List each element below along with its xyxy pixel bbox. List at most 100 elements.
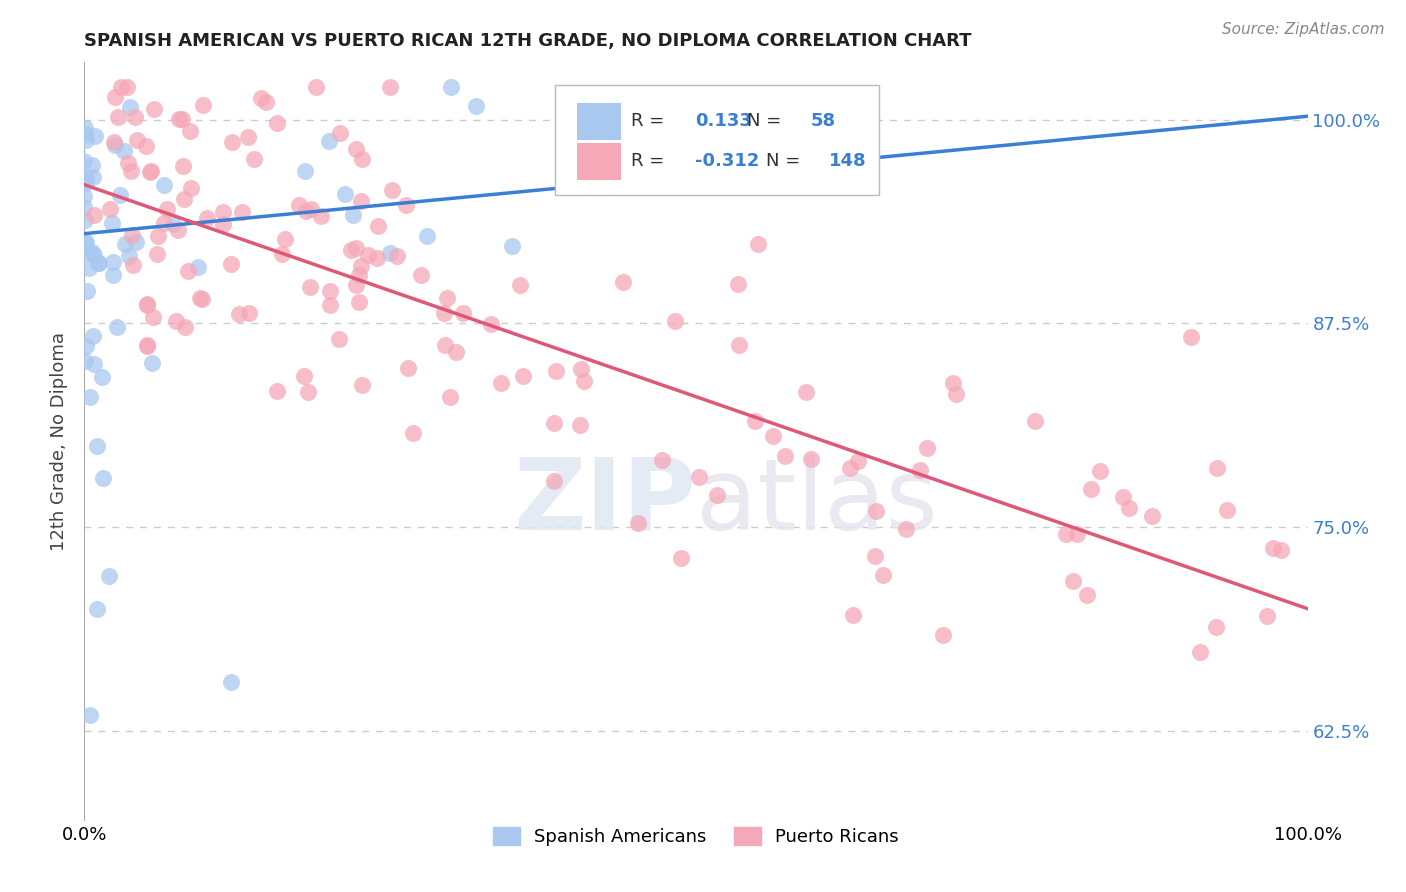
Point — [79, 707, 101, 722]
Point — [688, 469, 710, 483]
Point — [118, 249, 141, 263]
Point — [174, 319, 197, 334]
Point — [350, 260, 373, 274]
Point — [114, 236, 136, 251]
Point — [800, 452, 823, 467]
Text: ZIP: ZIP — [513, 454, 696, 550]
Point — [318, 134, 340, 148]
Point — [236, 130, 259, 145]
Point — [329, 126, 352, 140]
Point — [87, 256, 110, 270]
Point — [83, 357, 105, 371]
Point — [568, 418, 591, 433]
Point — [75, 235, 97, 249]
Point — [79, 390, 101, 404]
Point — [352, 378, 374, 392]
Text: Source: ZipAtlas.com: Source: ZipAtlas.com — [1222, 22, 1385, 37]
Text: 0.133: 0.133 — [695, 112, 752, 130]
Point — [479, 318, 502, 332]
Point — [350, 194, 373, 209]
Point — [112, 144, 135, 158]
Point — [86, 439, 108, 453]
Point — [1066, 527, 1088, 541]
Point — [142, 310, 165, 324]
Point — [73, 235, 96, 250]
FancyBboxPatch shape — [555, 85, 880, 195]
Point — [76, 285, 98, 299]
Point — [211, 205, 233, 219]
Point — [1054, 527, 1077, 541]
Point — [915, 441, 938, 455]
Point — [121, 228, 143, 243]
Point — [865, 504, 887, 518]
Point — [110, 79, 132, 94]
Point — [120, 163, 142, 178]
Point — [274, 232, 297, 246]
Y-axis label: 12th Grade, No Diploma: 12th Grade, No Diploma — [51, 332, 69, 551]
Point — [669, 550, 692, 565]
Point — [333, 186, 356, 201]
Point — [89, 256, 111, 270]
Point — [73, 354, 96, 368]
Point — [1189, 645, 1212, 659]
Point — [83, 248, 105, 262]
Point — [231, 205, 253, 219]
Text: SPANISH AMERICAN VS PUERTO RICAN 12TH GRADE, NO DIPLOMA CORRELATION CHART: SPANISH AMERICAN VS PUERTO RICAN 12TH GR… — [84, 32, 972, 50]
Point — [356, 248, 378, 262]
Text: R =: R = — [631, 112, 671, 130]
Text: 148: 148 — [830, 153, 868, 170]
Point — [124, 110, 146, 124]
Point — [396, 361, 419, 376]
Point — [141, 164, 163, 178]
Point — [219, 257, 242, 271]
Point — [107, 110, 129, 124]
Point — [228, 307, 250, 321]
Point — [238, 306, 260, 320]
Point — [651, 453, 673, 467]
FancyBboxPatch shape — [578, 143, 621, 180]
Point — [299, 280, 322, 294]
Point — [319, 298, 342, 312]
Point — [1206, 461, 1229, 475]
Point — [172, 160, 194, 174]
Point — [141, 356, 163, 370]
Point — [195, 211, 218, 225]
Point — [103, 135, 125, 149]
Point — [349, 295, 371, 310]
Point — [569, 361, 592, 376]
Point — [366, 251, 388, 265]
Point — [125, 133, 148, 147]
Point — [1090, 464, 1112, 478]
Point — [75, 127, 97, 141]
Point — [173, 192, 195, 206]
Point — [543, 416, 565, 430]
Point — [136, 298, 159, 312]
Legend: Spanish Americans, Puerto Ricans: Spanish Americans, Puerto Ricans — [485, 820, 907, 854]
Point — [491, 376, 513, 391]
Point — [344, 278, 367, 293]
Point — [773, 449, 796, 463]
Point — [136, 297, 159, 311]
Point — [271, 247, 294, 261]
Point — [706, 488, 728, 502]
Point — [433, 306, 456, 320]
Point — [97, 569, 120, 583]
Point — [838, 460, 860, 475]
Point — [439, 390, 461, 404]
Point — [288, 197, 311, 211]
Point — [188, 292, 211, 306]
Point — [152, 178, 174, 193]
Point — [165, 314, 187, 328]
Point — [1118, 501, 1140, 516]
Point — [139, 165, 162, 179]
Point — [444, 345, 467, 359]
Point — [328, 332, 350, 346]
Point — [117, 155, 139, 169]
Point — [402, 425, 425, 440]
Point — [747, 237, 769, 252]
Point — [380, 79, 402, 94]
Point — [73, 213, 96, 227]
Point — [120, 99, 142, 113]
Point — [86, 601, 108, 615]
Point — [243, 152, 266, 166]
